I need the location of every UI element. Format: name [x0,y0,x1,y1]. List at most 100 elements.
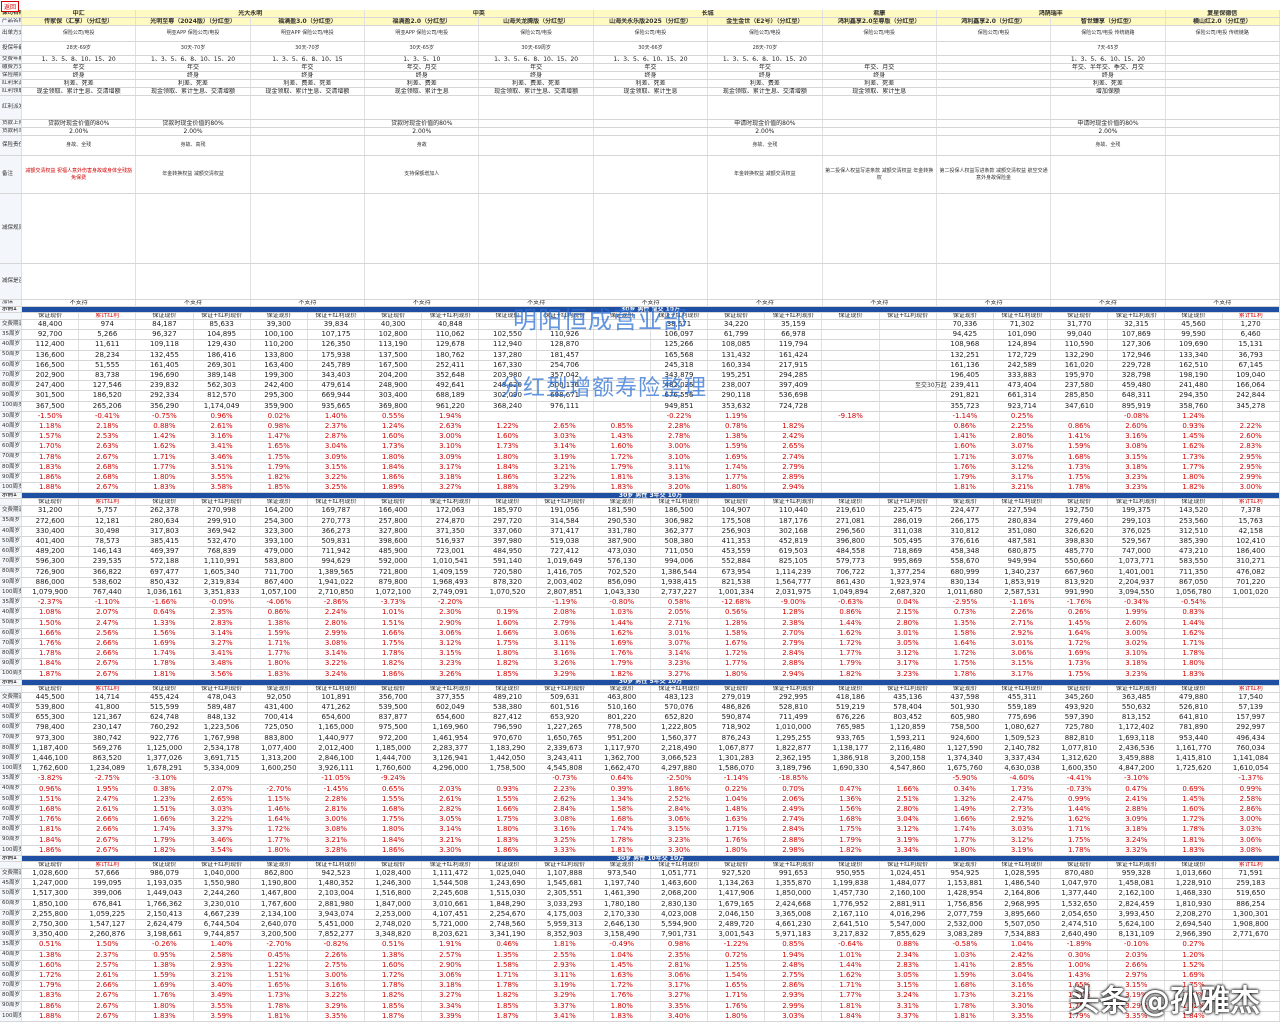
value-cell: 1.82% [365,659,423,669]
value-cell: 1,600,250 [251,764,308,774]
column-header: 保证现价 [251,862,308,868]
value-cell: 0.86% [937,422,994,432]
company-name: 复星保德信 [1165,10,1280,17]
value-cell: 294,285 [765,371,823,381]
value-cell: 2.67% [79,835,137,845]
value-cell: 1.86% [651,784,709,794]
value-cell: 3.15% [422,649,480,659]
value-cell: -1.37% [1223,774,1280,784]
row-label: 80周岁 [0,649,22,659]
value-cell: 175,508 [708,516,766,526]
row-label: 产品名称 [0,18,22,25]
value-cell: 3.46% [194,452,251,462]
value-cell: 0.93% [479,784,537,794]
value-cell [1223,991,1280,1001]
row-label: 35周岁 [0,940,22,950]
value-cell: 2,748,020 [365,920,423,930]
table-row: 80周岁 247,400 127,546 239,832 562,303 242,400 4… [0,381,1280,392]
info-cell [251,136,366,155]
row-label: 45周岁 [0,879,22,889]
column-header: 保证现价 [1165,499,1223,506]
value-cell: 3.06% [1223,835,1280,845]
value-cell: 1.45% [1051,618,1109,628]
info-cell [1166,56,1280,63]
value-cell: 1.83% [594,483,651,493]
value-cell: 1,043,330 [594,588,651,598]
value-cell: 1.82% [822,845,880,855]
value-cell: 1.94% [422,411,480,421]
value-cell: 986,079 [136,869,194,879]
row-label: 40周岁 [0,340,22,350]
value-cell: 310,812 [937,526,994,536]
value-cell: 459,480 [1108,381,1166,391]
row-label: 50周岁 [0,960,22,970]
value-cell: 1.71% [937,452,994,462]
column-header: 保证现价 [937,862,994,868]
value-cell: 110,926 [537,330,594,340]
value-cell: 399,006 [79,889,137,899]
value-cell: 1,161,770 [1165,743,1223,753]
value-cell: 3.05% [880,971,937,981]
column-header: 保证现价 [479,499,537,506]
value-cell: 2.24% [308,608,366,618]
value-cell: 3.23% [1108,669,1166,679]
info-cell: 利差、死差 [823,80,937,87]
row-label: 40周岁 [0,784,22,794]
value-cell: 1,517,300 [22,889,80,899]
value-cell: 2.92% [994,628,1052,638]
value-cell: 1.76% [594,991,651,1001]
info-cell [937,120,1052,127]
value-cell: 922,776 [136,733,194,743]
value-cell: 3.29% [537,669,594,679]
value-cell: 166,500 [22,360,80,370]
row-label: 60周岁 [0,899,22,909]
table-row: 50周岁 1.51% 2.47% 1.23% 2.65% 1.15% 2.28% 1.55% 2… [0,794,1280,805]
value-cell: -0.82% [308,940,366,950]
value-cell: 239,411 [937,381,994,391]
value-cell: 825,105 [765,557,823,567]
value-cell: 3.03% [537,432,594,442]
value-cell: 2.98% [765,845,823,855]
return-tab[interactable]: 返回 [1,1,20,12]
value-cell: 1,850,100 [22,899,80,909]
value-cell: 2,966,390 [1165,930,1223,940]
table-row: 100周岁 367,500 265,206 356,290 1,174,049 359,9… [0,401,1280,412]
value-cell: 1.62% [1165,628,1223,638]
value-cell: 1.78% [22,452,80,462]
value-cell: 0.64% [136,608,194,618]
value-cell: 1.55% [365,794,423,804]
value-cell: 0.83% [1165,608,1223,618]
value-cell: 1.77% [822,649,880,659]
value-cell: 146,143 [79,547,137,557]
info-cell: 终身 [1051,72,1166,79]
value-cell: 2,077,759 [937,909,994,919]
value-cell: 2.74% [765,452,823,462]
value-cell: 112,940 [479,340,537,350]
table-row: 40周岁 1.38% 2.37% 0.95% 2.58% 0.45% 2.26% 1.38% 2… [0,950,1280,961]
value-cell: 1.52% [1165,960,1223,970]
value-cell: 1,762,600 [22,764,80,774]
value-cell: 648,311 [1108,391,1166,401]
value-cell: 1,028,400 [365,869,423,879]
value-cell: 2.05% [651,608,709,618]
value-cell: 437,598 [937,692,994,702]
value-cell: 3.24% [308,669,366,679]
info-cell: 1、3、5、10 [365,56,480,63]
value-cell: 3.11% [651,462,709,472]
value-cell: 3.16% [537,649,594,659]
value-cell: 1,449,043 [136,889,194,899]
column-header: 保证+红利现价 [1108,685,1166,692]
info-cell: 身故、高残 [136,136,251,155]
value-cell: 110,440 [765,506,823,516]
value-cell: 1.55% [479,794,537,804]
value-cell: -1.45% [308,784,366,794]
value-cell: 1,056,780 [1165,588,1223,598]
value-cell [880,330,937,340]
table-row: 保险责任 身故、全残 身故、高残 身故 身故、全残 身故、全残 [0,136,1280,156]
value-cell: 1,758,500 [479,764,537,774]
value-cell: 1,080,627 [994,723,1052,733]
info-cell: 现金领取、累计生息 [365,88,480,95]
info-cell [1166,80,1280,87]
value-cell: 1.62% [594,628,651,638]
info-cell: 年交、月交 [365,64,480,71]
